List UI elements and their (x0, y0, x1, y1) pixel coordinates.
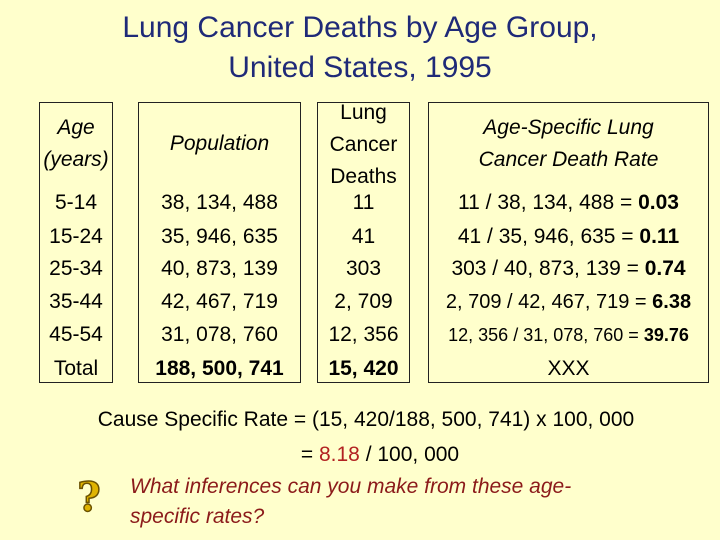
population-cell: 35, 946, 635 (161, 225, 278, 248)
population-cell: 38, 134, 488 (161, 191, 278, 214)
rate-cell: 303 / 40, 873, 139 = 0.74 (451, 257, 686, 280)
formula-line-1: Cause Specific Rate = (15, 420/188, 500,… (97, 408, 635, 431)
age-total-cell: Total (53, 357, 99, 380)
population-cell: 31, 078, 760 (161, 323, 278, 346)
age-header: Age (years) (43, 116, 109, 171)
rate-column: Age-Specific Lung Cancer Death Rate 11 /… (428, 102, 709, 383)
crude-rate-value: 8.18 (318, 443, 360, 466)
rate-header: Age-Specific Lung Cancer Death Rate (478, 116, 659, 171)
population-cell: 40, 873, 139 (161, 257, 278, 280)
rate-cell: 41 / 35, 946, 635 = 0.11 (457, 225, 680, 248)
deaths-cell: 303 (345, 257, 382, 280)
question-text: What inferences can you make from these … (130, 475, 572, 528)
rate-cell: 11 / 38, 134, 488 = 0.03 (458, 191, 679, 214)
deaths-cell: 41 (351, 225, 376, 248)
title-line-2: United States, 1995 (228, 51, 492, 84)
question-mark-icon: ? (77, 474, 102, 521)
formula-line-2: = 8.18 / 100, 000 (300, 443, 460, 466)
population-header: Population (169, 132, 270, 155)
deaths-column: Lung Cancer Deaths 11 41 303 2, 709 12, … (317, 101, 410, 383)
population-column: Population 38, 134, 488 35, 946, 635 40,… (138, 102, 301, 383)
deaths-cell: 11 (352, 191, 375, 214)
age-cell: 35-44 (49, 290, 103, 313)
age-cell: 45-54 (49, 323, 103, 346)
rate-cell: 2, 709 / 42, 467, 719 = 6.38 (445, 291, 692, 313)
age-column: Age (years) 5-14 15-24 25-34 35-44 45-54… (39, 102, 113, 383)
deaths-cell: 12, 356 (328, 323, 399, 346)
age-cell: 25-34 (49, 257, 103, 280)
deaths-cell: 2, 709 (334, 290, 393, 313)
population-total-cell: 188, 500, 741 (155, 357, 284, 380)
rate-cell: 12, 356 / 31, 078, 760 = 39.76 (448, 325, 689, 345)
population-cell: 42, 467, 719 (161, 290, 278, 313)
age-cell: 5-14 (54, 191, 98, 214)
deaths-total-cell: 15, 420 (328, 357, 399, 380)
age-cell: 15-24 (49, 225, 103, 248)
slide-title: Lung Cancer Deaths by Age Group, United … (0, 8, 720, 88)
rate-total-cell: XXX (547, 357, 590, 380)
title-line-1: Lung Cancer Deaths by Age Group, (122, 11, 598, 44)
deaths-header: Lung Cancer Deaths (329, 101, 398, 188)
